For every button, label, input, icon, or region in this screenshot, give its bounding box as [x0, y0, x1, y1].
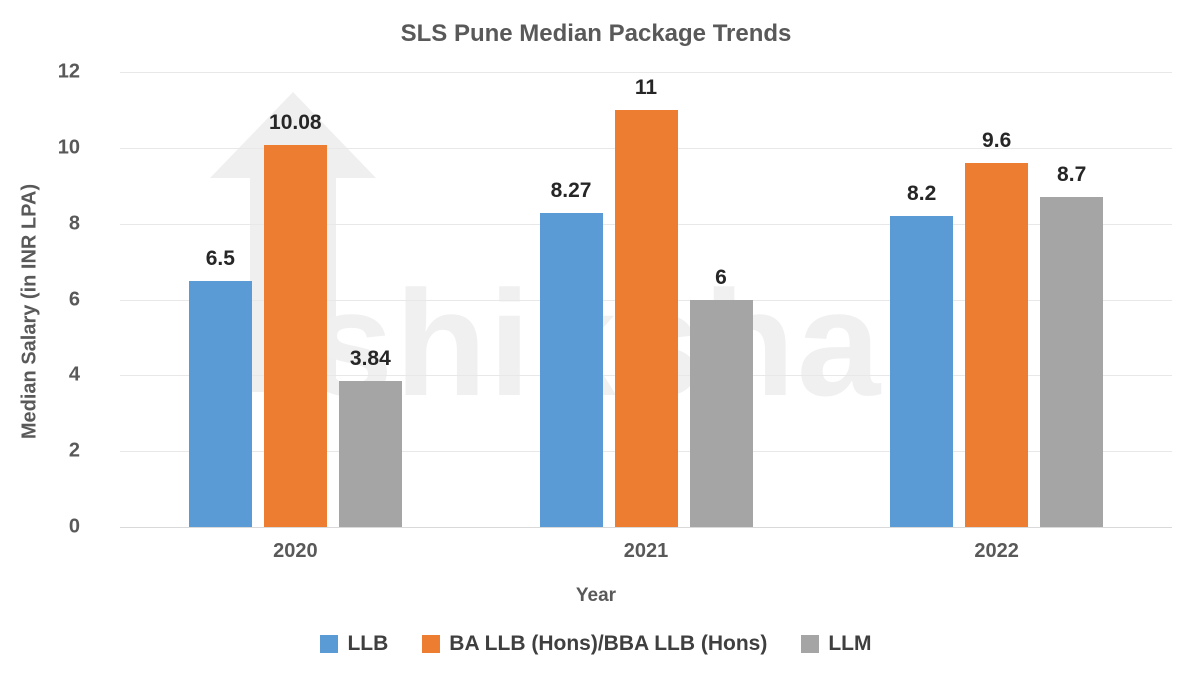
bar	[890, 216, 954, 527]
bar	[965, 163, 1029, 527]
x-axis-tick-label: 2021	[623, 540, 669, 562]
legend-item[interactable]: LLB	[320, 632, 388, 656]
x-axis-title: Year	[575, 585, 617, 606]
y-axis-tick-label: 8	[68, 212, 80, 235]
legend-item[interactable]: LLM	[801, 632, 872, 656]
legend-label: LLB	[347, 632, 389, 655]
legend-swatch-icon	[801, 635, 820, 653]
y-axis-tick-label: 6	[68, 288, 80, 310]
chart-title: SLS Pune Median Package Trends	[400, 20, 792, 47]
legend-swatch-icon	[320, 635, 339, 653]
bar-value-label: 11	[634, 75, 658, 99]
y-axis-tick-label: 0	[68, 515, 80, 538]
x-axis-tick-label: 2020	[273, 540, 318, 562]
bar-value-label: 10.08	[269, 110, 322, 134]
legend-item[interactable]: BA LLB (Hons)/BBA LLB (Hons)	[422, 632, 767, 656]
legend-label: BA LLB (Hons)/BBA LLB (Hons)	[449, 632, 768, 655]
bar-value-label: 3.84	[349, 347, 391, 371]
legend-label: LLM	[828, 632, 872, 655]
y-axis-title: Median Salary (in INR LPA)	[18, 183, 41, 440]
y-axis-tick-label: 10	[57, 136, 80, 159]
bar	[263, 144, 327, 527]
bar	[614, 109, 678, 527]
y-axis-tick-label: 2	[68, 439, 80, 462]
bar-value-label: 9.6	[982, 129, 1012, 152]
bar	[1040, 197, 1104, 527]
bar-value-label: 8.2	[907, 182, 937, 206]
bar	[188, 280, 252, 527]
bar-value-label: 8.7	[1057, 163, 1087, 187]
bar-value-label: 6.5	[205, 246, 235, 270]
y-axis-tick-label: 4	[68, 363, 80, 386]
gridline	[120, 72, 1172, 73]
chart-legend: LLB BA LLB (Hons)/BBA LLB (Hons) LLM	[0, 632, 1192, 656]
gridline	[120, 527, 1172, 528]
bar-value-label: 8.27	[550, 179, 592, 203]
bar-value-label: 6	[715, 265, 727, 289]
x-axis-tick-label: 2022	[974, 540, 1019, 562]
bar	[539, 213, 603, 527]
plot-area	[120, 72, 1172, 528]
bar	[338, 381, 402, 527]
legend-swatch-icon	[422, 635, 441, 653]
y-axis-tick-label: 12	[57, 60, 80, 83]
bar	[689, 299, 753, 527]
